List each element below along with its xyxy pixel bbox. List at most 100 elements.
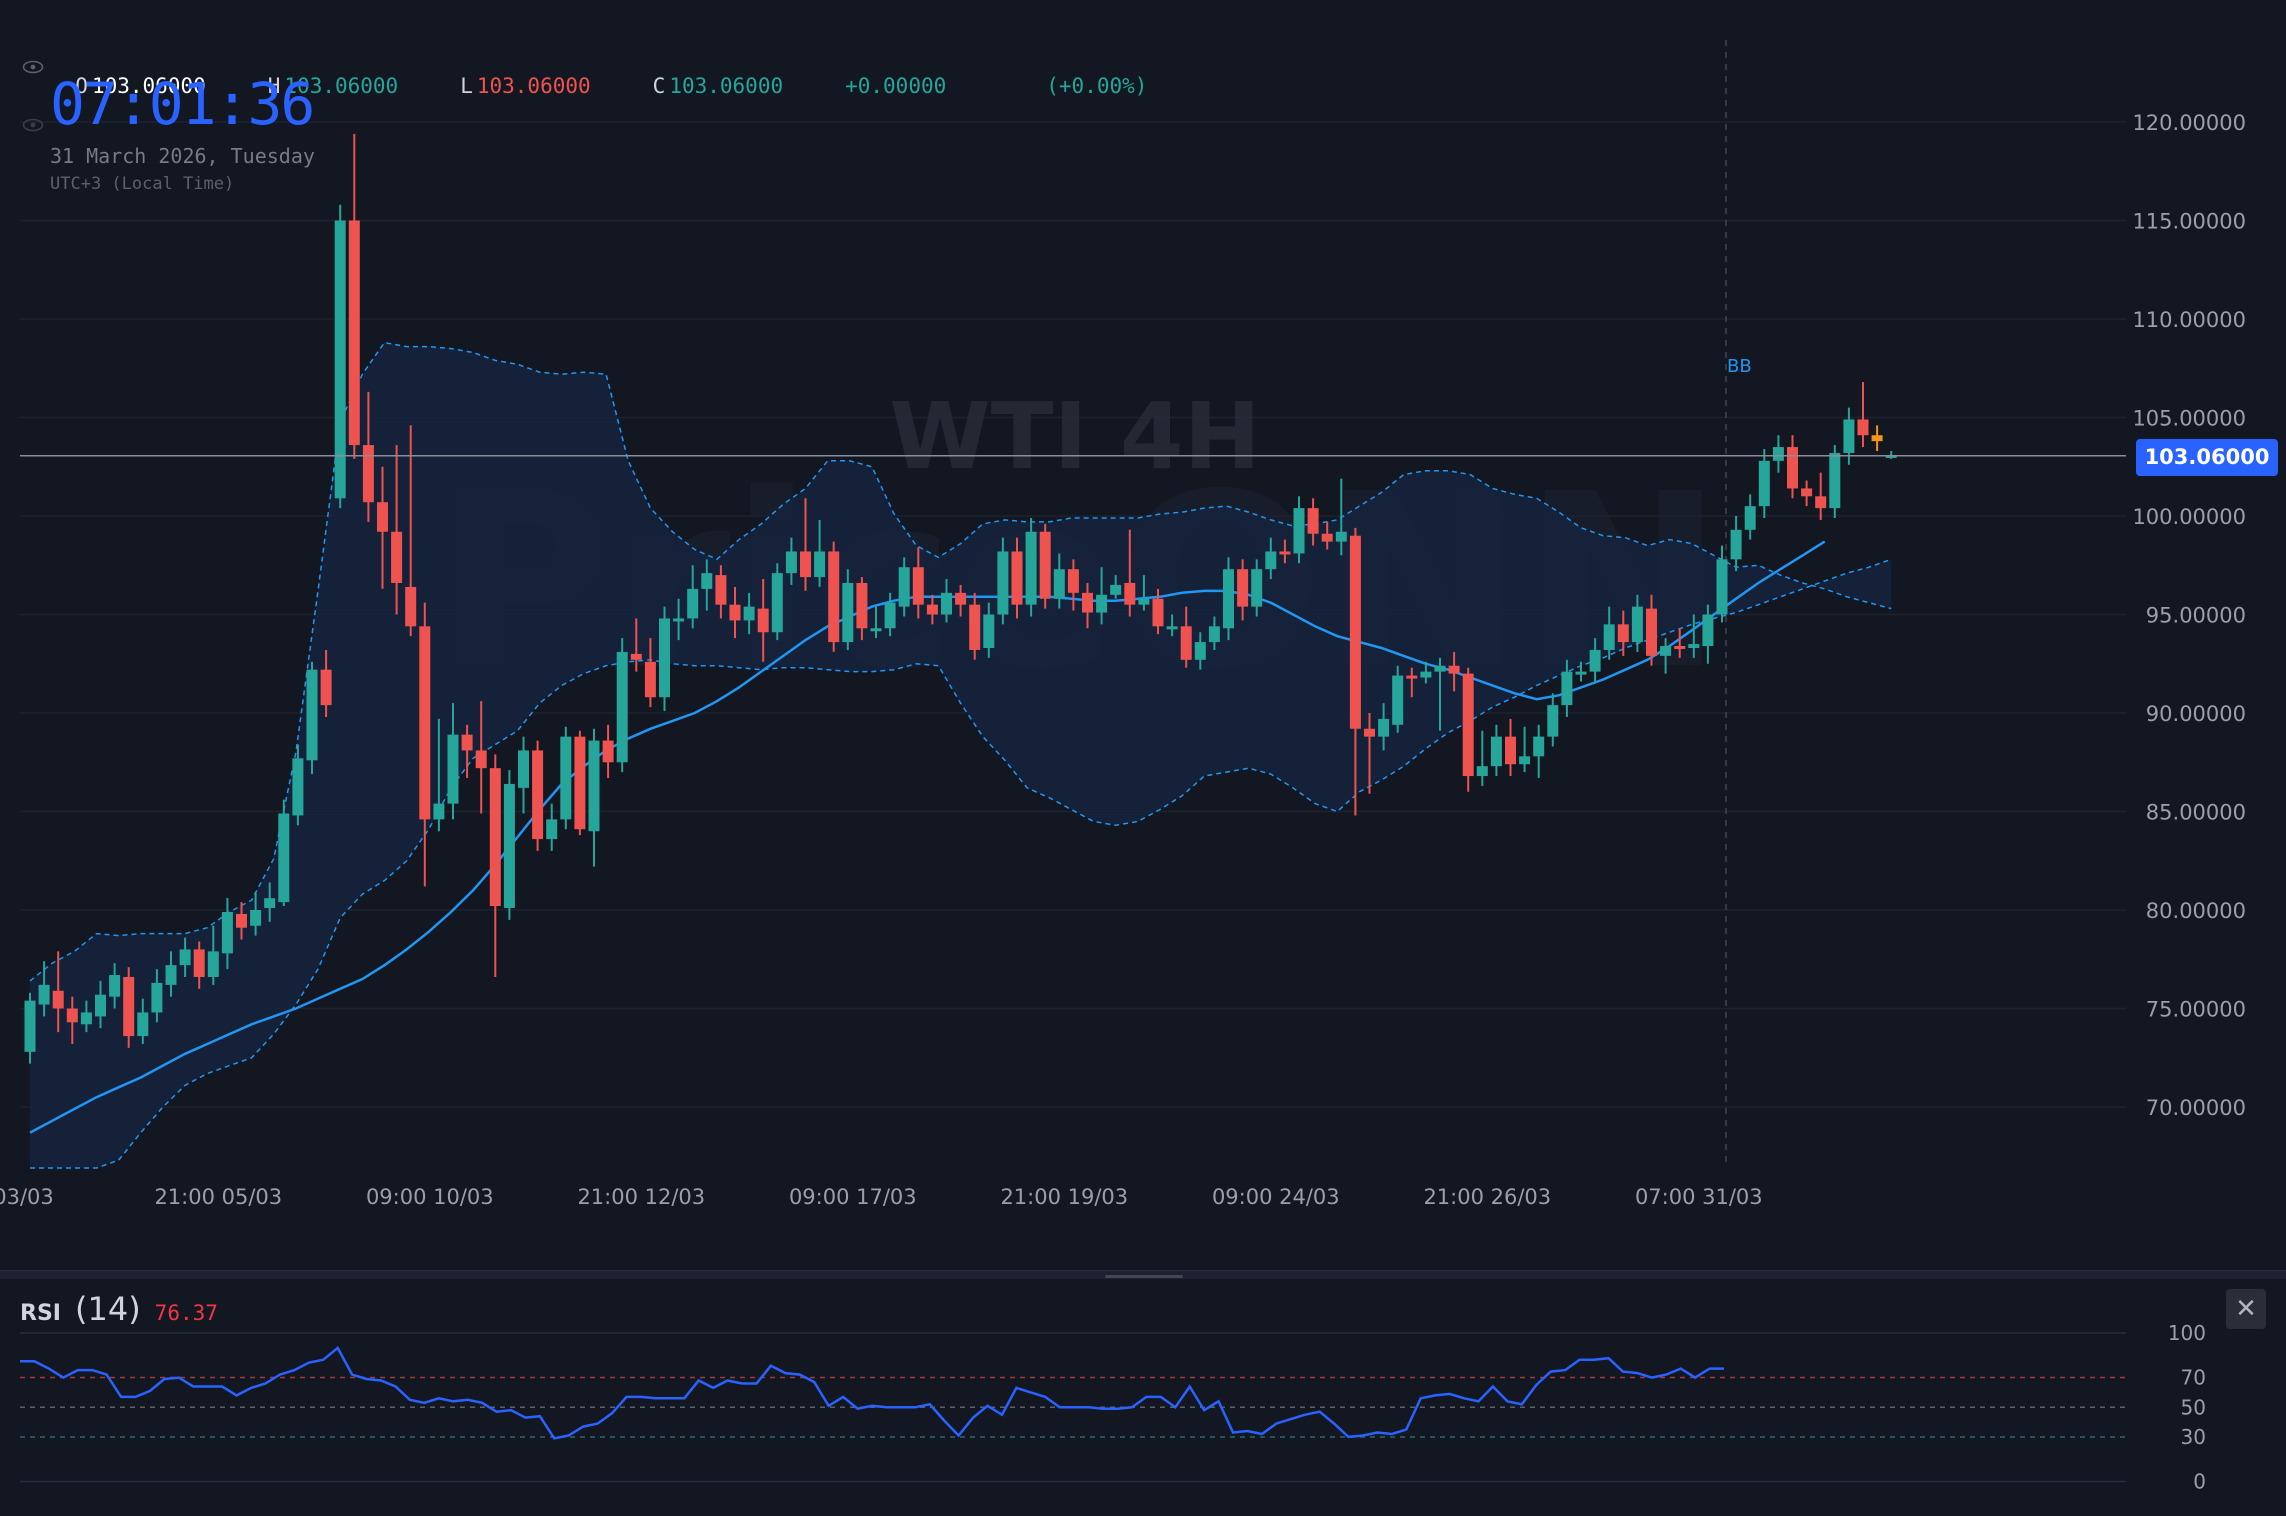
candle[interactable]	[588, 728, 600, 867]
candle[interactable]	[941, 579, 952, 623]
candle[interactable]	[334, 204, 346, 509]
candle[interactable]	[391, 445, 403, 615]
candle[interactable]	[1702, 604, 1714, 664]
candle[interactable]	[687, 565, 699, 629]
candle[interactable]	[870, 606, 882, 639]
candle[interactable]	[814, 519, 826, 587]
candle[interactable]	[644, 638, 656, 708]
candle[interactable]	[1223, 557, 1234, 641]
candle[interactable]	[616, 638, 628, 773]
candle[interactable]	[1349, 527, 1361, 816]
candle[interactable]	[1660, 638, 1672, 674]
candle[interactable]	[1166, 614, 1178, 637]
candle[interactable]	[1871, 425, 1883, 451]
candle[interactable]	[1688, 614, 1700, 658]
candle[interactable]	[1505, 718, 1516, 777]
candle[interactable]	[1857, 382, 1869, 448]
candle[interactable]	[1067, 559, 1079, 611]
candle[interactable]	[447, 703, 459, 820]
candle[interactable]	[95, 980, 106, 1029]
candle[interactable]	[828, 541, 840, 652]
candle[interactable]	[898, 557, 910, 617]
candle[interactable]	[1237, 559, 1249, 621]
candle[interactable]	[1096, 567, 1108, 625]
candle[interactable]	[1758, 449, 1770, 518]
candle[interactable]	[659, 606, 670, 712]
candle[interactable]	[602, 724, 614, 779]
candle[interactable]	[1180, 606, 1192, 668]
candle[interactable]	[856, 577, 868, 641]
candle[interactable]	[377, 466, 388, 589]
candle[interactable]	[1631, 594, 1643, 652]
candle[interactable]	[743, 592, 755, 635]
candle[interactable]	[165, 951, 177, 997]
candle[interactable]	[1293, 496, 1305, 564]
candle[interactable]	[1490, 724, 1502, 777]
candle[interactable]	[955, 584, 967, 617]
candle[interactable]	[1194, 632, 1206, 670]
candle[interactable]	[1561, 659, 1573, 717]
candle[interactable]	[24, 992, 36, 1064]
candle[interactable]	[1815, 472, 1827, 520]
price-chart[interactable]: WTI 4H PriceONN 70.0000075.0000080.00000…	[0, 0, 2286, 1260]
candle[interactable]	[1208, 616, 1220, 650]
candle[interactable]	[362, 391, 374, 522]
candle[interactable]	[207, 925, 219, 985]
candle[interactable]	[729, 586, 741, 639]
candle[interactable]	[221, 898, 233, 970]
eye-icon[interactable]	[22, 118, 44, 132]
candle[interactable]	[137, 998, 149, 1044]
candle[interactable]	[1406, 667, 1418, 698]
close-rsi-button[interactable]: ✕	[2226, 1289, 2266, 1329]
candle[interactable]	[842, 569, 854, 650]
candle[interactable]	[320, 649, 332, 717]
candle[interactable]	[1646, 594, 1657, 666]
candle[interactable]	[475, 701, 487, 814]
rsi-chart[interactable]: 0 30 50 70 100	[0, 1285, 2286, 1516]
candle[interactable]	[701, 559, 713, 611]
candle[interactable]	[546, 803, 558, 851]
candle[interactable]	[1124, 529, 1136, 617]
candle[interactable]	[38, 961, 50, 1017]
candle[interactable]	[1420, 661, 1432, 684]
candle[interactable]	[123, 967, 135, 1048]
candle[interactable]	[983, 602, 995, 658]
candle[interactable]	[1716, 545, 1728, 623]
candle[interactable]	[1307, 498, 1319, 546]
candle[interactable]	[433, 718, 445, 832]
candle[interactable]	[1265, 537, 1277, 580]
candle[interactable]	[1335, 478, 1347, 556]
candle[interactable]	[1321, 521, 1333, 550]
candle[interactable]	[630, 618, 642, 672]
candle[interactable]	[1787, 435, 1798, 499]
candle[interactable]	[1730, 516, 1742, 572]
candle[interactable]	[518, 736, 529, 814]
candle[interactable]	[1674, 628, 1686, 658]
candle[interactable]	[1575, 661, 1587, 682]
candle[interactable]	[1011, 537, 1023, 619]
candle[interactable]	[757, 579, 769, 662]
candle[interactable]	[52, 951, 64, 1033]
candle[interactable]	[715, 565, 727, 619]
candle[interactable]	[306, 661, 318, 775]
candle[interactable]	[574, 730, 586, 836]
candle[interactable]	[969, 592, 981, 660]
candle[interactable]	[1772, 435, 1784, 473]
candle[interactable]	[1603, 606, 1615, 660]
candle[interactable]	[1025, 517, 1037, 617]
candle[interactable]	[560, 726, 572, 830]
candle[interactable]	[1533, 724, 1545, 779]
candle[interactable]	[1801, 480, 1813, 507]
candle[interactable]	[1364, 713, 1375, 794]
candle[interactable]	[109, 963, 121, 1009]
candle[interactable]	[419, 602, 431, 887]
candle[interactable]	[1039, 523, 1051, 609]
candle[interactable]	[997, 537, 1009, 625]
candle[interactable]	[1110, 575, 1122, 599]
candle[interactable]	[236, 902, 247, 940]
candle[interactable]	[532, 740, 544, 851]
candle[interactable]	[1519, 726, 1531, 773]
candle[interactable]	[1476, 730, 1488, 786]
candle[interactable]	[884, 592, 896, 637]
candle[interactable]	[1829, 445, 1841, 518]
